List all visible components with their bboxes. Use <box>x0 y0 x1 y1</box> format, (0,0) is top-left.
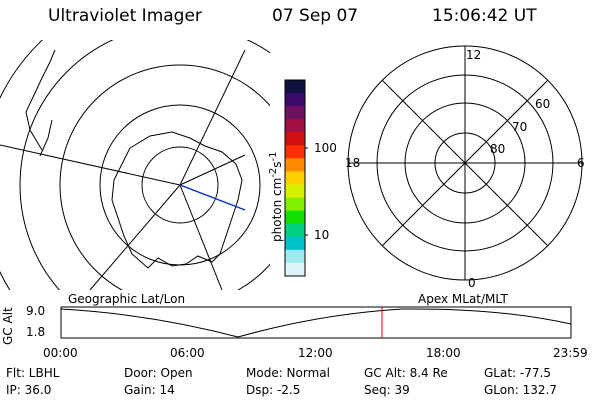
xtick-0600: 06:00 <box>170 346 205 360</box>
lat-circle <box>19 40 270 290</box>
time-label: 15:06:42 UT <box>432 6 537 26</box>
meridian <box>179 49 246 186</box>
colorbar-label: photon cm-2s-1 <box>268 151 284 242</box>
info-ip: IP: 36.0 <box>6 383 52 397</box>
xtick-0000: 00:00 <box>43 346 78 360</box>
mlt-label-6: 6 <box>577 156 585 170</box>
altitude-plot <box>60 306 572 339</box>
geographic-map <box>0 40 270 290</box>
colorbar-swatch <box>285 93 305 107</box>
meridian <box>89 184 181 290</box>
mlt-label-12: 12 <box>466 48 482 62</box>
altitude-ytick-bottom: 1.8 <box>26 325 46 339</box>
meridian <box>179 184 223 290</box>
mlat-label-80: 80 <box>490 142 506 156</box>
colorbar-tick-10: 10 <box>314 228 330 242</box>
xtick-1200: 12:00 <box>298 346 333 360</box>
date-label: 07 Sep 07 <box>272 6 359 26</box>
mlat-mlt-plot <box>347 45 583 281</box>
lat-circle <box>59 64 270 290</box>
lat-circle <box>0 40 44 290</box>
lat-circle <box>141 146 219 224</box>
colorbar-swatch <box>285 184 305 199</box>
colorbar-swatch <box>285 158 305 172</box>
colorbar-tick-100: 100 <box>314 141 337 155</box>
colorbar-swatch <box>285 119 305 133</box>
xtick-2359: 23:59 <box>553 346 588 360</box>
colorbar-swatch <box>285 132 305 146</box>
info-mode: Mode: Normal <box>246 366 330 380</box>
altitude-ylabel: GC Alt <box>1 307 15 345</box>
info-seq: Seq: 39 <box>364 383 410 397</box>
mlat-label-60: 60 <box>535 97 551 111</box>
meridian <box>0 144 181 186</box>
colorbar-swatch <box>285 197 305 212</box>
colorbar-swatch <box>285 171 305 186</box>
colorbar-swatch <box>285 249 305 264</box>
geographic-caption: Geographic Lat/Lon <box>68 292 186 306</box>
coastline <box>25 49 56 151</box>
altitude-ytick-top: 9.0 <box>26 304 46 318</box>
colorbar-swatch <box>285 210 305 225</box>
altitude-curve <box>60 308 572 338</box>
colorbar <box>284 79 308 277</box>
mlt-line <box>381 79 549 247</box>
info-glat: GLat: -77.5 <box>484 366 551 380</box>
mlt-label-0: 0 <box>468 276 476 290</box>
info-door: Door: Open <box>124 366 193 380</box>
antarctica-coastline <box>111 131 243 269</box>
mlat-label-70: 70 <box>512 120 528 134</box>
meridian <box>179 154 246 186</box>
satellite-track <box>179 184 246 211</box>
colorbar-swatch <box>285 262 305 277</box>
info-gcalt: GC Alt: 8.4 Re <box>364 366 448 380</box>
info-glon: GLon: 132.7 <box>484 383 557 397</box>
colorbar-swatch <box>285 80 305 94</box>
instrument-title: Ultraviolet Imager <box>48 6 202 26</box>
info-dsp: Dsp: -2.5 <box>246 383 301 397</box>
colorbar-swatch <box>285 145 305 159</box>
coastline <box>39 119 53 157</box>
info-flt: Flt: LBHL <box>6 366 60 380</box>
mlt-label-18: 18 <box>345 156 361 170</box>
apex-caption: Apex MLat/MLT <box>418 292 508 306</box>
info-gain: Gain: 14 <box>124 383 175 397</box>
colorbar-swatch <box>285 106 305 120</box>
colorbar-swatch <box>285 223 305 238</box>
colorbar-swatch <box>285 236 305 251</box>
xtick-1800: 18:00 <box>426 346 461 360</box>
